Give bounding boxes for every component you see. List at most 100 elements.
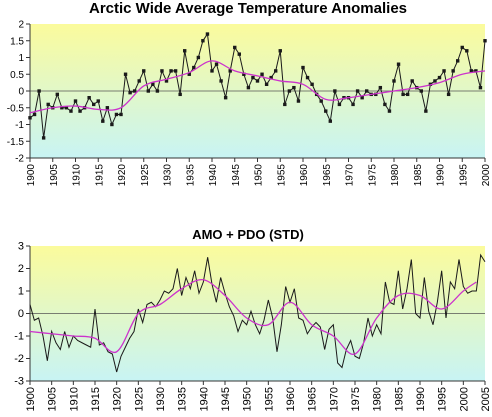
data-point [155,89,160,93]
x-tick-label: 1935 [177,387,189,411]
data-point [60,106,64,110]
x-tick-label: 2005 [480,387,492,411]
x-tick-label: 1955 [276,164,287,187]
y-tick-label: -2 [14,353,24,365]
data-point [32,112,37,117]
data-point [169,69,173,73]
data-point [137,79,141,83]
x-tick-label: 1955 [263,387,275,411]
x-tick-label: 1910 [68,387,80,411]
data-point [410,79,414,83]
data-point [274,69,278,73]
series-line-trend [29,278,477,355]
data-point [283,102,287,107]
data-point [442,69,446,73]
data-point [401,92,405,97]
data-point [446,92,451,97]
data-point [296,99,301,103]
data-point [128,90,132,95]
series-line-trend [29,60,486,114]
y-tick-label: 2 [18,20,24,31]
data-point [242,72,246,76]
y-tick-label: -1 [14,331,24,343]
data-point [210,69,214,73]
data-point [365,89,369,93]
data-point [151,82,155,86]
x-tick-label: 1975 [350,387,362,411]
data-point [92,102,96,107]
x-tick-label: 1915 [94,164,105,187]
x-tick-label: 1995 [437,387,449,411]
data-point [78,109,82,113]
data-point [205,32,210,36]
data-point [196,55,201,60]
chart-title: AMO + PDO (STD) [192,227,304,242]
data-point [269,75,273,80]
data-point [73,99,78,103]
x-tick-label: 1960 [299,164,310,187]
x-tick-label: 1985 [393,387,405,411]
data-point [260,72,264,76]
data-point [55,92,59,97]
data-point [46,102,50,107]
data-point [164,79,169,83]
y-tick-label: -2 [15,154,24,165]
y-tick-label: -1 [15,120,24,131]
y-tick-label: 2 [18,263,24,275]
x-tick-label: 1935 [185,164,196,187]
data-point [465,49,469,53]
y-tick-label: 0 [18,87,24,98]
x-tick-label: 1980 [390,164,401,187]
x-tick-label: 1980 [372,387,384,411]
x-tick-label: 1925 [133,387,145,411]
data-point [219,79,223,83]
data-point [237,52,241,56]
x-tick-label: 1910 [72,164,83,187]
data-point [192,65,196,70]
data-point [355,89,360,93]
data-point [328,119,332,123]
data-point [183,49,187,53]
x-tick-label: 1950 [242,387,254,411]
x-tick-label: 1900 [26,164,37,187]
data-point [233,45,237,50]
data-point [405,92,410,97]
data-point [310,82,314,86]
data-point [228,69,232,73]
data-point [123,72,128,76]
y-tick-label: 1 [18,286,24,298]
x-tick-label: 1950 [254,164,265,187]
y-tick-label: -0.5 [7,103,25,114]
x-tick-label: 1965 [322,164,333,187]
data-point [392,79,396,83]
x-tick-label: 1915 [90,387,102,411]
y-tick-label: 1 [18,53,24,64]
x-tick-label: 1990 [436,164,447,187]
x-tick-label: 1940 [198,387,210,411]
data-point [201,39,205,43]
x-tick-label: 1960 [285,387,297,411]
data-point [478,85,483,90]
data-point [160,69,164,73]
chart-arctic-temperature: Arctic Wide Average Temperature Anomalie… [7,0,492,186]
y-tick-label: 3 [18,241,24,253]
x-tick-label: 1970 [328,387,340,411]
data-point [469,69,474,73]
data-point [110,122,114,127]
x-tick-label: 1990 [415,387,427,411]
x-tick-label: 1995 [458,164,469,187]
data-point [483,39,487,43]
y-tick-label: 1.5 [10,36,24,47]
x-tick-label: 1945 [220,387,232,411]
y-tick-label: 0.5 [10,70,24,81]
data-point [451,69,455,73]
data-point [142,69,146,73]
data-point [374,92,378,97]
data-point [383,102,387,107]
data-point [223,96,228,100]
x-tick-label: 1940 [208,164,219,187]
data-point [28,116,32,120]
data-point [305,75,310,80]
x-tick-label: 1930 [163,164,174,187]
